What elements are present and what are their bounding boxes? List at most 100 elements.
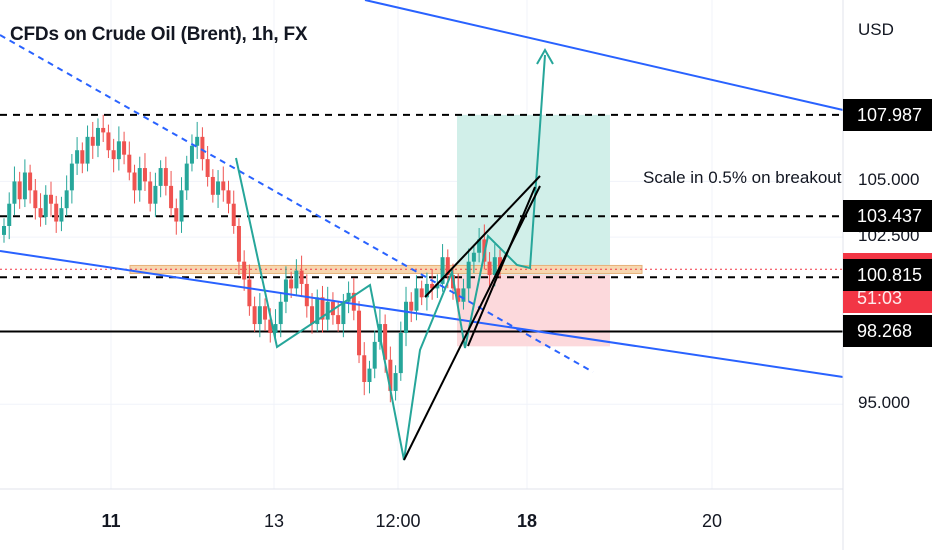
- wedge-lower-line: [403, 185, 541, 461]
- drawings: [0, 0, 844, 461]
- price-tag: 103.437: [843, 200, 932, 233]
- candle-body: [75, 150, 80, 164]
- breakout-annotation: Scale in 0.5% on breakout: [643, 168, 842, 187]
- candle-body: [471, 252, 476, 262]
- x-tick-label: 11: [101, 511, 121, 531]
- candle-body: [38, 208, 43, 218]
- y-tick-label: 95.000: [858, 393, 910, 413]
- candle-body: [184, 163, 189, 191]
- trade-zones: [129, 114, 643, 347]
- candle-body: [409, 301, 414, 311]
- candle-body: [393, 373, 398, 391]
- candle-body: [59, 208, 64, 222]
- candle-body: [142, 168, 147, 182]
- x-tick-label: 13: [263, 511, 285, 531]
- candle-body: [12, 181, 17, 204]
- candle-body: [236, 226, 241, 262]
- candle-body: [357, 310, 362, 356]
- candle-body: [106, 132, 111, 151]
- candle-body: [210, 176, 215, 195]
- candle-body: [85, 136, 90, 164]
- candle-body: [33, 190, 38, 209]
- candle-body: [325, 301, 330, 320]
- candle-body: [216, 181, 221, 195]
- candle-body: [242, 261, 247, 280]
- candle-body: [461, 288, 466, 302]
- countdown-label: 51:03: [857, 288, 903, 309]
- dashed-trendline: [0, 34, 594, 373]
- candle-body: [492, 257, 497, 276]
- candle-body: [336, 315, 341, 325]
- candle-body: [153, 185, 158, 204]
- candle-body: [273, 324, 278, 333]
- candle-body: [278, 301, 283, 325]
- candle-body: [17, 181, 22, 200]
- candle-body: [195, 136, 200, 146]
- candle-body: [362, 355, 367, 382]
- candle-body: [330, 301, 335, 316]
- candle-body: [263, 306, 268, 320]
- candle-body: [127, 154, 132, 173]
- candle-body: [122, 141, 127, 155]
- price-tag-label: 103.437: [857, 206, 923, 227]
- candle-body: [310, 306, 315, 325]
- candle-body: [383, 324, 388, 360]
- candle-body: [137, 168, 142, 191]
- candle-body: [189, 145, 194, 164]
- candle-body: [466, 261, 471, 289]
- candle-body: [257, 306, 262, 325]
- candle-body: [398, 332, 403, 374]
- candle-body: [299, 270, 304, 284]
- candle-body: [351, 292, 356, 311]
- x-tick-label: 20: [701, 511, 723, 531]
- candle-body: [498, 257, 502, 269]
- candle-body: [388, 359, 393, 391]
- candle-body: [320, 297, 325, 320]
- candle-body: [205, 159, 210, 177]
- candle-body: [404, 301, 409, 333]
- candle-body: [90, 136, 95, 146]
- candlesticks: [2, 114, 502, 403]
- price-tag: 100.815: [843, 258, 932, 291]
- candle-body: [80, 150, 85, 164]
- loss-zone: [457, 274, 610, 347]
- candle-body: [158, 168, 163, 186]
- candle-body: [289, 279, 294, 289]
- candle-body: [169, 185, 174, 209]
- y-tick-label: 105.000: [858, 170, 920, 190]
- wedge-upper-line: [424, 175, 541, 298]
- grid: [0, 0, 843, 489]
- candle-body: [111, 150, 116, 160]
- candle-body: [22, 172, 27, 200]
- candle-body: [440, 257, 445, 284]
- price-tag-label: 98.268: [857, 321, 913, 342]
- candle-body: [414, 288, 419, 311]
- wedge-inner-line: [467, 186, 536, 347]
- candle-body: [101, 127, 106, 133]
- upper-channel-line: [364, 0, 844, 111]
- candle-body: [367, 368, 372, 382]
- price-tag: 98.268: [843, 315, 932, 348]
- lower-channel-line: [0, 250, 844, 378]
- candle-body: [372, 341, 377, 369]
- candle-body: [487, 261, 492, 276]
- candle-body: [95, 127, 100, 146]
- candle-body: [315, 297, 320, 325]
- candle-body: [294, 270, 299, 289]
- x-tick-label: 12:00: [375, 511, 421, 531]
- candle-body: [200, 136, 205, 160]
- candle-body: [430, 283, 435, 289]
- price-tag: 107.987: [843, 98, 932, 131]
- candle-body: [179, 190, 184, 222]
- projection-arrowhead: [536, 47, 554, 65]
- price-tag-label: 100.815: [857, 264, 923, 285]
- candle-body: [69, 163, 74, 191]
- candle-body: [247, 279, 252, 307]
- candle-body: [283, 279, 288, 302]
- candle-body: [148, 181, 153, 204]
- candle-body: [304, 283, 309, 307]
- candle-body: [341, 301, 346, 325]
- candle-body: [28, 172, 33, 191]
- projection-path: [235, 54, 546, 461]
